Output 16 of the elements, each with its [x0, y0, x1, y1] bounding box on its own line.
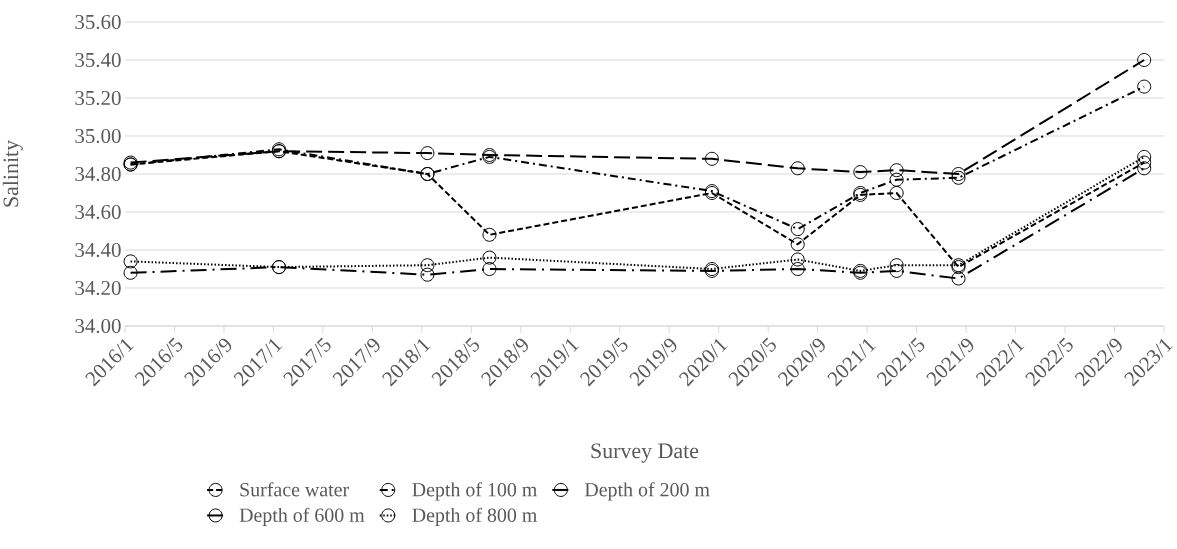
x-axis-title: Survey Date: [591, 443, 699, 463]
legend-label: Depth of 600 m: [239, 507, 365, 526]
y-tick-label: 34.80: [75, 166, 121, 182]
legend-label: Depth of 800 m: [412, 507, 538, 526]
y-tick-label: 35.60: [75, 14, 121, 30]
legend-label: Depth of 100 m: [412, 482, 538, 501]
legend-label: Depth of 200 m: [584, 482, 710, 501]
y-tick-label: 34.40: [75, 242, 121, 258]
y-axis-title: Salinity: [2, 139, 23, 207]
y-tick-label: 34.60: [75, 204, 121, 220]
y-tick-label: 34.00: [75, 318, 121, 334]
y-tick-label: 35.40: [75, 52, 121, 68]
y-tick-label: 35.00: [75, 128, 121, 144]
legend-label: Surface water: [240, 482, 349, 497]
y-tick-label: 34.20: [75, 280, 121, 296]
y-tick-label: 35.20: [75, 90, 121, 106]
